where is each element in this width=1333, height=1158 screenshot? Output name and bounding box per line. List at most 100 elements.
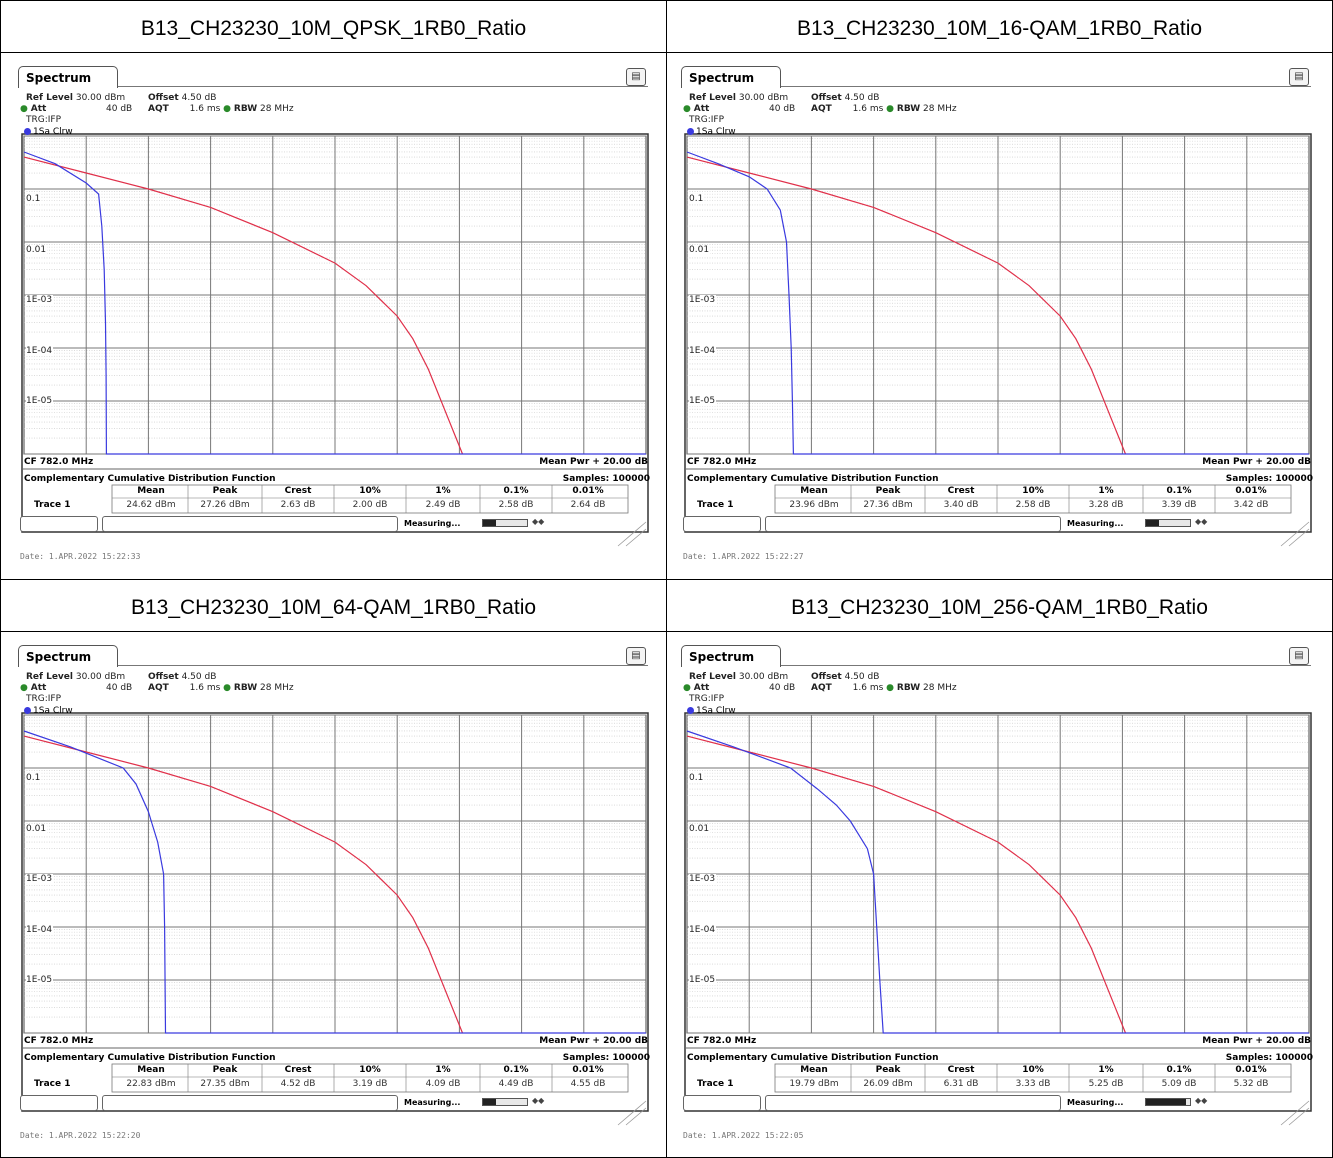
stat-value-p1: 5.25 dB (1088, 1079, 1124, 1089)
stat-column-header: Peak (212, 1065, 238, 1075)
y-tick-label: 1E-03 (689, 874, 717, 885)
stat-value-p1: 4.09 dB (425, 1079, 461, 1089)
measuring-status: Measuring... (404, 1098, 461, 1107)
spectrum-tab[interactable]: Spectrum (681, 645, 781, 667)
center-frequency-label: CF 782.0 MHz (687, 457, 757, 467)
stat-value-p10: 2.00 dB (352, 500, 388, 510)
aqt-row: AQT 1.6 ms ● RBW 28 MHz (811, 104, 957, 114)
measured-ccdf-line (23, 151, 646, 455)
rbw-value: 28 MHz (923, 683, 957, 693)
offset-label: Offset (148, 93, 179, 103)
stat-column-header: Crest (947, 486, 975, 496)
stat-value-mean: 24.62 dBm (126, 500, 176, 510)
y-tick-label: 0.1 (26, 773, 42, 783)
offset-value: 4.50 dB (181, 672, 217, 682)
y-tick-label: 1E-04 (689, 924, 717, 935)
menu-grid-icon[interactable]: ▤ (1289, 647, 1309, 665)
rbw-label: RBW (233, 683, 258, 693)
aqt-value: 1.6 ms (189, 683, 221, 693)
ccdf-title: Complementary Cumulative Distribution Fu… (24, 474, 276, 484)
gaussian-reference-line (23, 735, 464, 1034)
att-row: ● Att (683, 104, 710, 114)
ccdf-plot (21, 133, 649, 547)
att-label: Att (30, 683, 47, 693)
mean-power-label: Mean Pwr + 20.00 dB (1202, 1036, 1311, 1046)
stat-column-header: 1% (435, 486, 451, 496)
resize-grip-icon (625, 1107, 647, 1126)
analyzer-screenshot: Spectrum ▤ Ref Level 30.00 dBm Offset 4.50 … (18, 645, 652, 1155)
sweep-progress-fill (483, 520, 496, 526)
offset-label: Offset (811, 672, 842, 682)
tab-underline (118, 665, 648, 666)
remote-status-icon: ◆◆ (1195, 517, 1208, 526)
y-tick-label: 1E-05 (689, 396, 717, 407)
stat-value-p001: 4.55 dB (570, 1079, 606, 1089)
y-tick-label: 1E-04 (689, 345, 717, 356)
trigger-label: TRG:IFP (689, 115, 725, 125)
y-tick-label: 0.1 (689, 773, 705, 783)
stat-value-mean: 22.83 dBm (126, 1079, 176, 1089)
mean-power-label: Mean Pwr + 20.00 dB (539, 1036, 648, 1046)
offset-row: Offset 4.50 dB (148, 672, 216, 682)
softkey-box[interactable] (683, 1095, 761, 1111)
cell-title: B13_CH23230_10M_256-QAM_1RB0_Ratio (791, 596, 1208, 619)
trigger-label: TRG:IFP (26, 694, 62, 704)
resize-grip-icon (1288, 528, 1310, 547)
y-tick-label: 1E-04 (26, 345, 54, 356)
stats-table-frame (774, 484, 1292, 514)
spectrum-tab[interactable]: Spectrum (681, 66, 781, 88)
softkey-box[interactable] (20, 1095, 98, 1111)
softkey-box[interactable] (683, 516, 761, 532)
offset-row: Offset 4.50 dB (148, 93, 216, 103)
rbw-label: RBW (896, 104, 921, 114)
resize-grip-icon (617, 521, 647, 547)
status-message-box (102, 516, 398, 532)
att-row: ● Att (20, 683, 47, 693)
spectrum-tab[interactable]: Spectrum (18, 66, 118, 88)
gaussian-reference-line (23, 156, 464, 455)
measured-ccdf-line (686, 730, 1309, 1034)
aqt-row: AQT 1.6 ms ● RBW 28 MHz (148, 683, 294, 693)
resize-grip-icon (625, 528, 647, 547)
spectrum-tab[interactable]: Spectrum (18, 645, 118, 667)
stats-table-frame (111, 1063, 629, 1093)
menu-grid-icon[interactable]: ▤ (1289, 68, 1309, 86)
tab-underline (118, 86, 648, 87)
stat-value-peak: 27.26 dBm (200, 500, 250, 510)
center-frequency-label: CF 782.0 MHz (687, 1036, 757, 1046)
menu-grid-icon[interactable]: ▤ (626, 68, 646, 86)
ref-level-row: Ref Level 30.00 dBm (689, 93, 788, 103)
stat-column-header: 10% (1022, 486, 1044, 496)
stat-column-header: 0.01% (1235, 486, 1267, 496)
stat-value-peak: 27.35 dBm (200, 1079, 250, 1089)
stat-value-peak: 26.09 dBm (863, 1079, 913, 1089)
tab-underline (781, 86, 1311, 87)
stat-value-p001: 2.64 dB (570, 500, 606, 510)
menu-grid-icon[interactable]: ▤ (626, 647, 646, 665)
status-message-box (102, 1095, 398, 1111)
tab-underline (781, 665, 1311, 666)
y-tick-label: 1E-05 (26, 396, 54, 407)
stat-value-mean: 19.79 dBm (789, 1079, 839, 1089)
stat-column-header: Peak (875, 1065, 901, 1075)
aqt-row: AQT 1.6 ms ● RBW 28 MHz (148, 104, 294, 114)
stat-column-header: Mean (137, 486, 165, 496)
stat-column-header: 10% (359, 486, 381, 496)
trace-legend-text: 1Sa Clrw (33, 706, 73, 716)
measuring-status: Measuring... (404, 519, 461, 528)
trace-dot-icon (24, 128, 31, 135)
remote-status-icon: ◆◆ (532, 517, 545, 526)
y-tick-label: 0.1 (26, 194, 42, 204)
y-tick-label: 0.01 (689, 244, 711, 255)
stat-column-header: 1% (1098, 1065, 1114, 1075)
trace-legend-text: 1Sa Clrw (33, 127, 73, 137)
aqt-label: AQT (148, 683, 169, 693)
stat-column-header: 1% (435, 1065, 451, 1075)
measuring-status: Measuring... (1067, 1098, 1124, 1107)
ref-level-value: 30.00 dBm (75, 93, 126, 103)
sweep-progress-bar (482, 1098, 528, 1106)
screenshot-date: Date: 1.APR.2022 15:22:05 (683, 1131, 804, 1140)
softkey-box[interactable] (20, 516, 98, 532)
center-frequency-label: CF 782.0 MHz (24, 457, 94, 467)
sweep-progress-bar (482, 519, 528, 527)
